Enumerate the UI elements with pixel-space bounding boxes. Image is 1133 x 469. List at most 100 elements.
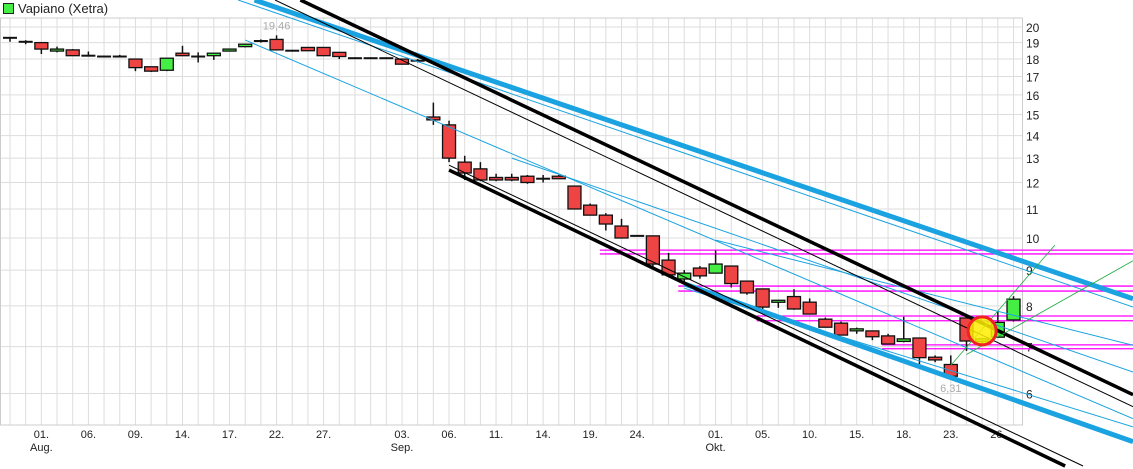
candle: [849, 327, 864, 334]
candle: [645, 235, 661, 269]
candle: [18, 40, 33, 45]
y-tick-label: 18: [1026, 53, 1040, 67]
plot-border: [0, 17, 1023, 426]
candle-body: [65, 49, 80, 57]
candle-body: [520, 175, 535, 184]
candle-body: [175, 52, 190, 57]
candle-body: [880, 335, 896, 345]
y-tick-label: 16: [1026, 89, 1040, 103]
x-tick-label: 17.: [222, 429, 237, 441]
candle-body: [441, 124, 457, 159]
x-tick-label: 14.: [535, 429, 550, 441]
candle-body: [645, 235, 661, 265]
x-month-label: Aug.: [30, 442, 53, 454]
x-tick-label: 24.: [630, 429, 645, 441]
x-tick-label: 22.: [269, 429, 284, 441]
candle-body: [457, 161, 472, 174]
candle: [880, 333, 896, 345]
candle-body: [896, 338, 911, 343]
candle: [206, 52, 221, 60]
x-tick-label: 06.: [441, 429, 456, 441]
trendline-blue-thick: [683, 281, 1133, 445]
candle: [598, 213, 613, 231]
y-tick-label: 17: [1026, 70, 1040, 84]
y-tick-label: 11: [1026, 203, 1039, 217]
y-tick-label: 13: [1026, 152, 1040, 166]
x-tick-label: 01.: [34, 429, 49, 441]
candle: [253, 39, 268, 43]
x-tick-label: 15.: [849, 429, 864, 441]
candle: [238, 43, 253, 48]
candle: [865, 330, 880, 341]
candle: [912, 337, 927, 365]
candle-body: [818, 318, 833, 328]
candle: [583, 203, 598, 216]
candle: [927, 355, 943, 363]
price-annotation: 19,46: [263, 20, 291, 32]
candle-body: [567, 185, 582, 210]
candle: [379, 57, 394, 60]
candle: [426, 102, 441, 125]
y-tick-label: 12: [1026, 176, 1040, 190]
candle: [488, 173, 504, 182]
candle: [49, 46, 65, 53]
candle: [332, 51, 347, 60]
candle-body: [692, 267, 708, 277]
candle: [112, 54, 127, 58]
candle-body: [849, 328, 864, 332]
x-tick-label: 27.: [316, 429, 331, 441]
x-tick-label: 18.: [896, 429, 911, 441]
candle: [724, 265, 739, 288]
candle-body: [739, 280, 755, 294]
y-tick-label: 15: [1026, 109, 1040, 123]
candle: [441, 120, 457, 163]
legend-swatch: [3, 3, 14, 14]
candle-body: [159, 57, 174, 71]
legend: Vapiano (Xetra): [3, 1, 108, 16]
candle: [536, 174, 551, 183]
x-tick-label: 10.: [802, 429, 817, 441]
candle: [65, 49, 80, 57]
trendline-blue-thin: [511, 157, 1133, 373]
y-tick-label: 7: [1026, 341, 1033, 355]
candle-body: [833, 322, 849, 336]
candle-body: [128, 58, 143, 69]
candle-body: [583, 204, 598, 216]
candle: [3, 36, 17, 42]
trendline-blue-thin: [684, 287, 1133, 428]
candle-body: [206, 52, 221, 57]
candle-body: [316, 46, 331, 57]
trendline-black-thick: [448, 168, 1066, 468]
x-month-label: Sep.: [391, 442, 414, 454]
y-tick-label: 20: [1026, 21, 1040, 35]
candle-body: [927, 356, 943, 361]
trendline-black-thin: [448, 164, 1084, 467]
candle-body: [598, 214, 613, 225]
candle: [692, 266, 708, 279]
candle-body: [802, 301, 817, 315]
trendline-blue-thin: [237, 0, 1133, 308]
trendline-blue-thick: [253, 0, 1133, 302]
y-tick-label: 8: [1026, 300, 1033, 314]
candle-body: [222, 48, 237, 52]
x-tick-label: 14.: [175, 429, 190, 441]
x-month-label: Okt.: [706, 442, 726, 454]
x-tick-label: 19.: [583, 429, 598, 441]
candle: [630, 234, 645, 237]
candle-body: [488, 176, 504, 181]
candle: [818, 317, 833, 328]
candle: [708, 250, 723, 274]
candle-body: [614, 225, 629, 239]
candle: [833, 321, 849, 336]
candle: [614, 218, 629, 239]
candle: [677, 270, 692, 283]
x-tick-label: 05.: [755, 429, 770, 441]
candle: [504, 173, 519, 182]
candle: [269, 35, 284, 51]
trendline-blue-thin: [715, 239, 1133, 346]
candle: [802, 298, 817, 315]
trendline-fan: [950, 244, 1056, 366]
candle: [300, 46, 316, 52]
candle: [1006, 296, 1021, 322]
